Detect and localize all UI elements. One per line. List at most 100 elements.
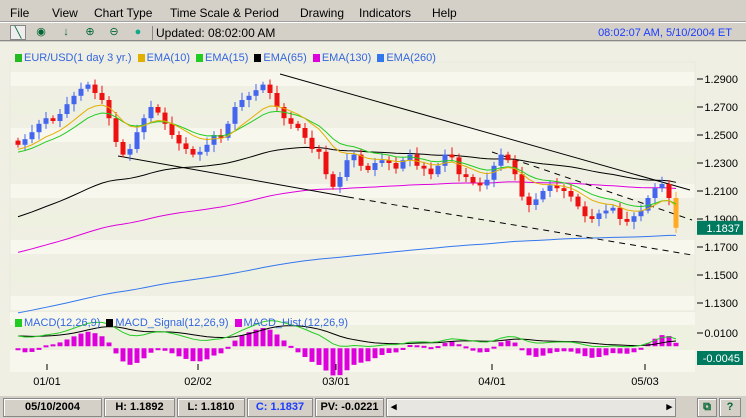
window-icon[interactable]: ⧉	[697, 398, 717, 417]
menu-help[interactable]: Help	[432, 6, 457, 20]
macd-last-badge	[697, 350, 743, 365]
draw-line-icon[interactable]: ╲	[10, 25, 26, 40]
macd-hist-bar	[379, 348, 385, 355]
legend-label: MACD(12,26,9)	[24, 317, 101, 329]
trendline-upper	[279, 73, 691, 191]
macd-hist-bar	[134, 348, 140, 363]
candle-body	[568, 191, 574, 197]
legend-label: EMA(260)	[386, 52, 436, 64]
macd-hist-bar	[498, 342, 504, 347]
green-dot-icon[interactable]: ●	[134, 26, 142, 38]
macd-hist-bar	[603, 348, 609, 356]
status-date: 05/10/2004	[3, 398, 102, 417]
candle-body	[624, 219, 630, 222]
chart-area[interactable]: 1.2900 1.2700 1.2500 1.2300 1.2100 1.1900 1.17…	[0, 42, 746, 396]
macd-hist-bar	[617, 348, 623, 354]
candle-body	[260, 84, 266, 91]
macd-hist-bar	[596, 348, 602, 358]
menu-file[interactable]: File	[10, 6, 30, 20]
macd-hist-bar	[624, 348, 630, 354]
candle-body	[575, 196, 581, 207]
macd-hist-bar	[92, 333, 98, 347]
legend-label: EMA(15)	[205, 52, 249, 64]
grid-band	[10, 184, 695, 198]
zoom-out-icon[interactable]: ⊖	[109, 26, 119, 38]
grid-band	[10, 72, 695, 86]
candle-body	[603, 210, 609, 214]
macd-hist-bar	[442, 343, 448, 347]
x-tick-label: 03/01	[322, 376, 350, 388]
last-price-label: 1.1837	[706, 223, 740, 235]
macd-hist-bar	[190, 348, 196, 362]
candle-body	[337, 177, 343, 187]
menu-drawing[interactable]: Drawing	[300, 6, 345, 20]
macd-hist-bar	[505, 340, 511, 347]
y-tick-label: 1.1500	[704, 270, 738, 282]
candle-body	[456, 157, 462, 175]
candle-body	[519, 174, 525, 197]
candle-body	[533, 199, 539, 205]
macd-hist-bar	[232, 340, 238, 347]
candle-body	[659, 184, 665, 189]
zoom-in-icon[interactable]: ⊕	[85, 26, 95, 38]
scroll-right-icon[interactable]: ▸	[666, 401, 672, 413]
trendline-lower	[117, 155, 349, 198]
macd-hist-bar	[183, 348, 189, 359]
chart-legend: EUR/USD(1 day 3 yr.) EMA(10) EMA(15) EMA(65…	[15, 52, 436, 64]
macd-hist-bar	[211, 348, 217, 356]
candle-body	[421, 165, 427, 169]
menu-time-scale[interactable]: Time Scale & Period	[170, 6, 279, 20]
macd-hist-bar	[113, 348, 119, 354]
macd-hist-bar	[610, 348, 616, 354]
macd-hist-bar	[260, 328, 266, 347]
macd-hist-bar	[316, 348, 322, 365]
legend-swatch	[15, 319, 22, 327]
grid-band	[10, 296, 695, 310]
candle-body	[344, 160, 350, 177]
macd-hist-bar	[456, 344, 462, 347]
candle-body	[15, 140, 21, 145]
crosshair-icon[interactable]: ◉	[36, 26, 46, 38]
legend-swatch	[196, 54, 203, 62]
macd-hist-bar	[470, 348, 476, 351]
macd-hist-bar	[582, 348, 588, 357]
candle-body	[498, 154, 504, 166]
macd-y-tick-label: 0.0100	[704, 328, 738, 340]
help-icon[interactable]: ?	[719, 398, 741, 417]
horizontal-scrollbar[interactable]: ◂ ▸	[386, 398, 676, 417]
candle-body	[561, 188, 567, 191]
menu-chart-type[interactable]: Chart Type	[94, 6, 153, 20]
grid-band	[10, 156, 695, 170]
grid-band	[10, 268, 695, 282]
legend-item: EMA(10)	[137, 52, 190, 64]
candle-body	[169, 123, 175, 135]
menu-indicators[interactable]: Indicators	[359, 6, 412, 20]
macd-hist-bar	[554, 348, 560, 352]
menu-view[interactable]: View	[52, 6, 78, 20]
ema65-line	[17, 146, 677, 218]
candle-body	[288, 118, 294, 124]
macd-hist-bar	[414, 345, 420, 348]
price-chart[interactable]: 1.29001.27001.25001.23001.21001.19001.17…	[0, 42, 746, 396]
macd-hist-bar	[50, 344, 56, 347]
candle-body	[442, 154, 448, 166]
macd-hist-bar	[99, 336, 105, 347]
macd-hist-bar	[148, 348, 154, 353]
candle-body	[92, 84, 98, 93]
macd-hist-bar	[575, 348, 581, 354]
macd-hist-bar	[43, 345, 49, 348]
down-arrow-icon[interactable]: ↓	[63, 26, 69, 38]
candle-body	[225, 123, 231, 138]
candle-body	[435, 165, 441, 175]
candle-body	[386, 160, 392, 163]
candle-body	[78, 88, 84, 96]
scroll-left-icon[interactable]: ◂	[391, 401, 397, 413]
y-tick-label: 1.1700	[704, 242, 738, 254]
legend-swatch	[312, 54, 320, 62]
candle-body	[204, 144, 210, 152]
macd-hist-bar	[330, 348, 336, 376]
macd-hist-bar	[631, 348, 637, 353]
macd-hist-bar	[57, 342, 63, 347]
macd-hist-bar	[673, 342, 679, 347]
macd-hist-bar	[218, 348, 224, 354]
